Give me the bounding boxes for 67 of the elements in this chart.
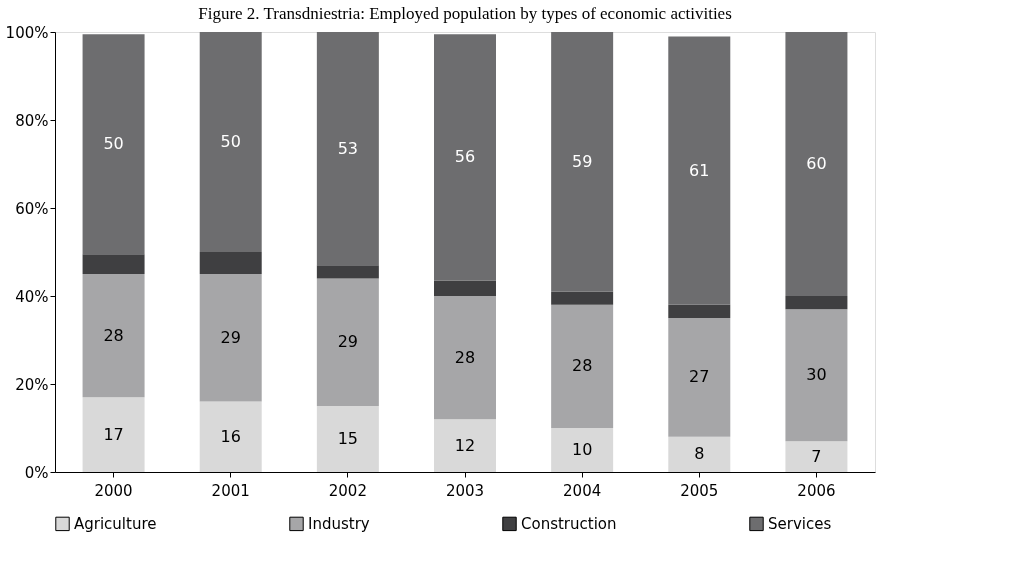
bar <box>199 401 262 472</box>
y-tick-label: 100% <box>5 23 49 42</box>
bar <box>785 441 848 472</box>
data-label: 29 <box>337 332 359 352</box>
y-tick-label: 0% <box>24 463 49 482</box>
data-label: 10 <box>571 440 593 459</box>
data-label: 27 <box>689 367 710 387</box>
x-tick-label: 2003 <box>445 481 485 500</box>
y-tick-label: 40% <box>15 287 49 306</box>
bar <box>668 36 731 305</box>
bar <box>551 291 614 305</box>
x-tick-label: 2004 <box>563 481 602 500</box>
bar <box>199 32 262 252</box>
bar <box>668 318 731 437</box>
y-tick-label: 20% <box>15 375 49 394</box>
data-label: 50 <box>103 134 124 154</box>
data-label: 59 <box>571 151 593 171</box>
data-label: 56 <box>454 147 476 167</box>
x-tick-label: 2002 <box>328 481 367 500</box>
legend-label: Construction <box>521 514 617 533</box>
bar <box>316 406 379 472</box>
bar <box>551 304 614 428</box>
bar <box>785 32 848 296</box>
bar <box>82 34 145 255</box>
bar <box>551 32 614 292</box>
y-tick-label: 80% <box>15 111 49 130</box>
data-label: 28 <box>571 356 593 376</box>
bar <box>82 397 145 472</box>
legend-label: Industry <box>308 514 370 533</box>
data-label: 7 <box>811 446 822 466</box>
data-label: 12 <box>454 435 476 455</box>
legend-label: Agriculture <box>74 514 157 533</box>
data-label: 30 <box>806 365 827 385</box>
bar <box>434 296 496 420</box>
bar <box>199 252 262 274</box>
x-tick-label: 2006 <box>797 481 836 500</box>
bar <box>434 419 496 472</box>
bar <box>434 280 496 296</box>
data-label: 60 <box>806 154 827 173</box>
bar <box>668 304 731 318</box>
y-tick-label: 60% <box>15 199 49 218</box>
bar <box>316 265 379 279</box>
data-label: 16 <box>220 426 241 446</box>
data-label: 17 <box>103 424 124 444</box>
bar <box>785 309 848 442</box>
bar <box>82 274 145 398</box>
data-label: 8 <box>694 444 705 464</box>
x-tick-label: 2001 <box>211 481 250 500</box>
bar <box>82 254 145 274</box>
data-label: 61 <box>689 160 710 180</box>
data-label: 15 <box>337 429 359 448</box>
bar <box>316 32 379 266</box>
bar <box>551 428 614 472</box>
data-label: 28 <box>103 325 124 345</box>
data-label: 50 <box>220 132 241 151</box>
data-label: 29 <box>220 327 241 347</box>
x-tick-label: 2005 <box>680 481 719 500</box>
data-label: 28 <box>454 347 476 367</box>
bar <box>316 278 379 406</box>
chart-title: Figure 2. Transdniestria: Employed population by types of economic activities <box>198 4 732 23</box>
bar <box>434 34 496 281</box>
bar <box>785 296 848 310</box>
data-label: 53 <box>337 138 359 158</box>
legend-label: Services <box>768 514 832 533</box>
bar <box>199 274 262 402</box>
bar <box>668 436 731 472</box>
x-tick-label: 2000 <box>94 481 133 500</box>
